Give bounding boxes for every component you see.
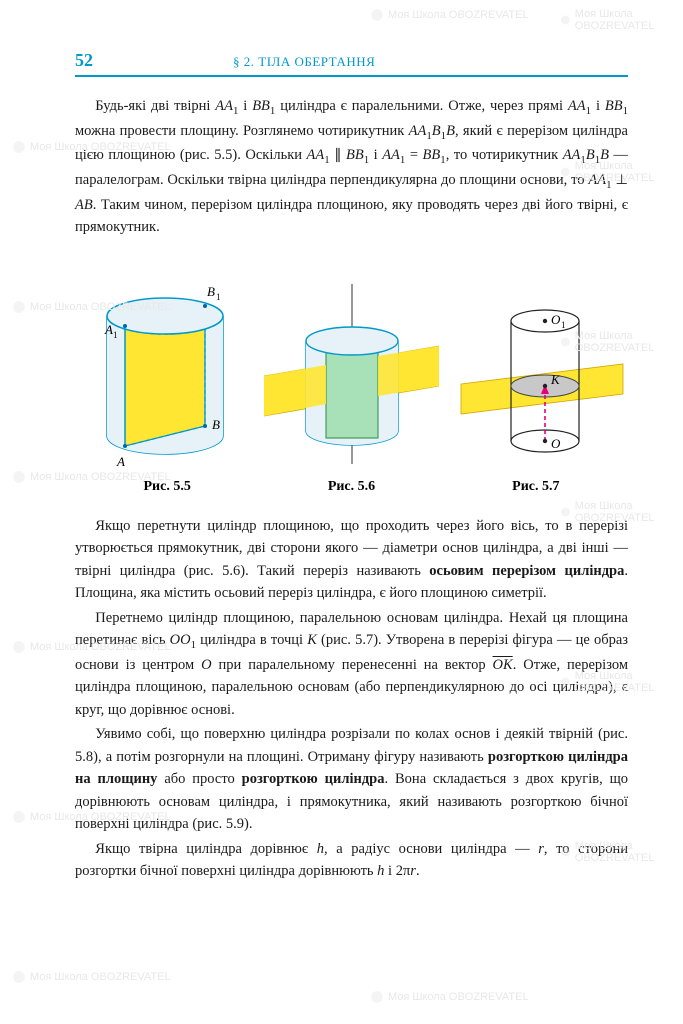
page-number: 52 [75,50,93,71]
paragraph-1: Будь-які дві твірні AA1 і BB1 циліндра є… [75,95,628,239]
figure-5-5: A1 B1 B A [75,266,250,471]
svg-text:B: B [212,417,220,432]
cylinder-section-svg: A1 B1 B A [75,266,250,471]
svg-text:1: 1 [561,320,566,330]
para5: Якщо твірна циліндра дорівнює h, а радіу… [75,838,628,883]
caption-5-7: Рис. 5.7 [445,479,627,495]
parallel-section-svg: O1 K O [453,276,628,471]
para2: Якщо перетнути циліндр площиною, що прох… [75,515,628,605]
caption-5-6: Рис. 5.6 [260,479,442,495]
figures-row: A1 B1 B A [75,261,628,471]
svg-text:1: 1 [113,330,118,340]
para4: Уявимо собі, що поверхню циліндра розріз… [75,723,628,835]
figure-5-6 [264,276,439,471]
paragraph-block-2: Якщо перетнути циліндр площиною, що прох… [75,515,628,883]
svg-text:K: K [550,372,561,387]
caption-5-5: Рис. 5.5 [76,479,258,495]
section-title: § 2. ТІЛА ОБЕРТАННЯ [233,54,375,70]
axial-section-svg [264,276,439,471]
svg-text:A: A [104,322,113,337]
svg-text:B: B [207,284,215,299]
page-header: 52 § 2. ТІЛА ОБЕРТАННЯ [75,50,628,77]
svg-text:1: 1 [216,292,221,302]
svg-text:O: O [551,436,561,451]
svg-text:O: O [551,312,561,327]
para1: Будь-які дві твірні AA1 і BB1 циліндра є… [75,95,628,239]
para3: Перетнемо циліндр площиною, паралельною … [75,607,628,722]
figure-5-7: O1 K O [453,276,628,471]
textbook-page: 52 § 2. ТІЛА ОБЕРТАННЯ Будь-які дві твір… [0,0,683,1024]
figure-captions: Рис. 5.5 Рис. 5.6 Рис. 5.7 [75,479,628,495]
svg-text:A: A [116,454,125,469]
